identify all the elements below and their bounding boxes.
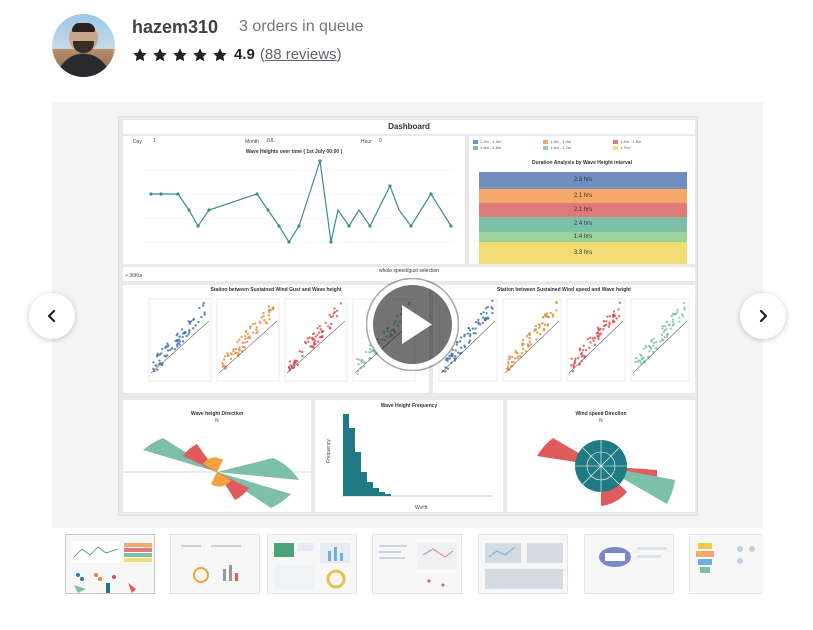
duration-bar: 2.8 hrs: [479, 172, 687, 189]
dashboard-preview: Dashboard Day 1 Month JUL Hour 0 Wave He…: [118, 116, 698, 516]
duration-legend-item: 1.7m+: [613, 145, 631, 150]
star-icon: [213, 47, 227, 61]
duration-bar: 3.3 hrs: [479, 242, 687, 264]
month-value: JUL: [266, 138, 275, 144]
hour-label: Hour: [361, 139, 372, 145]
duration-panel: 1.2m - 1.3m 1.3m - 1.4m 1.4m - 1.5m 1.5m - …: [469, 136, 695, 264]
star-icon: [173, 47, 187, 61]
rose-left-title: Wave height Direction: [190, 411, 244, 417]
avatar-beard: [73, 41, 94, 53]
wave-height-line-chart: [143, 159, 453, 244]
thumbnail-2[interactable]: [170, 534, 260, 594]
hist-title: Wave Height Frequency: [380, 403, 438, 409]
chevron-left-icon: [47, 309, 56, 323]
scatter-left-title: Station between Sustained Wind Gust and …: [210, 287, 342, 293]
thumbnail-1[interactable]: [65, 534, 155, 594]
selection-bar: > 30Kts whole speed/gust selection: [123, 267, 695, 281]
star-icon: [133, 47, 147, 61]
thumbnail-4[interactable]: [372, 534, 462, 594]
orders-in-queue: 3 orders in queue: [239, 18, 364, 35]
day-label: Day: [133, 139, 142, 145]
thumbnail-3[interactable]: [267, 534, 357, 594]
histogram-panel: Wave Height Frequency Frequency WvHt: [315, 400, 503, 512]
star-icon: [153, 47, 167, 61]
day-value: 1: [153, 138, 156, 144]
rose-right-panel: Wind speed Direction N: [507, 400, 695, 512]
reviews-open-paren: (: [259, 46, 265, 63]
reviews-count[interactable]: (88 reviews): [260, 46, 342, 63]
gig-gallery[interactable]: Dashboard Day 1 Month JUL Hour 0 Wave He…: [52, 102, 763, 528]
selection-title: whole speed/gust selection: [378, 268, 440, 274]
rating-value: 4.9: [234, 46, 255, 63]
scatter-right-title: Station between Sustained Wind speed and…: [497, 287, 631, 293]
wave-height-histogram: [341, 414, 493, 497]
thumbnail-6[interactable]: [584, 534, 674, 594]
scatter-right-chart: [438, 298, 690, 382]
rose-right-north: N: [599, 418, 603, 424]
play-icon[interactable]: [366, 278, 459, 371]
rose-left-panel: Wave height Direction N: [123, 400, 311, 512]
wave-direction-rose: [123, 438, 311, 508]
rose-right-title: Wind speed Direction: [575, 411, 627, 417]
hour-value: 0: [379, 138, 382, 144]
thumbnail-5[interactable]: [478, 534, 568, 594]
seller-name[interactable]: hazem310: [132, 17, 219, 37]
dashboard-title: Dashboard: [123, 120, 695, 134]
duration-legend: 1.2m - 1.3m 1.3m - 1.4m 1.4m - 1.5m 1.5m - …: [473, 139, 693, 153]
reviews-link[interactable]: 88 reviews: [264, 46, 337, 63]
duration-bar: 2.1 hrs: [479, 189, 687, 203]
gallery-thumbnails: [57, 534, 763, 594]
duration-bar: 2.1 hrs: [479, 203, 687, 217]
duration-bars: 2.8 hrs 2.1 hrs 2.1 hrs 2.4 hrs 1.4 hrs 3.3 h…: [479, 172, 687, 264]
rating-row: 4.9 (88 reviews): [132, 46, 342, 63]
star-rating: [132, 47, 232, 63]
duration-bar: 2.4 hrs: [479, 217, 687, 232]
rose-left-north: N: [215, 418, 219, 424]
thumbnail-7[interactable]: [689, 534, 763, 594]
selection-tag: > 30Kts: [125, 273, 143, 279]
line-chart-panel: Day 1 Month JUL Hour 0 Wave Heights over…: [123, 136, 465, 264]
scatter-right-panel: Station between Sustained Wind speed and…: [433, 285, 695, 393]
duration-legend-item: 1.5m - 1.6m: [473, 145, 501, 150]
reviews-close-paren: ): [336, 46, 342, 63]
chevron-right-icon: [759, 309, 768, 323]
duration-legend-item: 1.2m - 1.3m: [473, 139, 501, 144]
duration-legend-item: 1.3m - 1.4m: [543, 139, 571, 144]
gallery-prev-button[interactable]: [29, 293, 75, 339]
hist-xlabel: WvHt: [415, 505, 428, 511]
wind-direction-rose: [537, 438, 675, 506]
gallery-next-button[interactable]: [740, 293, 786, 339]
star-icon: [193, 47, 207, 61]
month-label: Month: [245, 139, 259, 145]
line-chart-title: Wave Heights over time ( 1st July 00:00 …: [245, 149, 343, 155]
avatar[interactable]: [52, 14, 115, 77]
duration-legend-item: 1.6m - 1.7m: [543, 145, 571, 150]
duration-title: Duration Analysis by Wave Height interva…: [532, 160, 632, 166]
duration-legend-item: 1.4m - 1.5m: [613, 139, 641, 144]
duration-bar: 1.4 hrs: [479, 232, 687, 242]
avatar-hair: [72, 23, 95, 32]
